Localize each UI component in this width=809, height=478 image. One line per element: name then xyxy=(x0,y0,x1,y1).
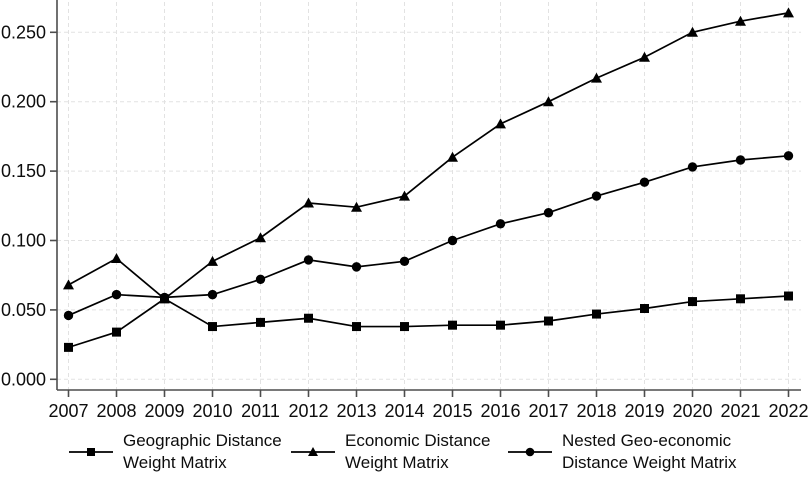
data-point-triangle-marker xyxy=(447,151,458,162)
legend-label-line2: Weight Matrix xyxy=(345,453,449,472)
x-tick-label: 2007 xyxy=(48,401,88,421)
data-point-triangle-marker xyxy=(303,197,314,208)
legend-label-line1: Economic Distance xyxy=(345,431,491,450)
data-point-circle-marker xyxy=(255,274,266,285)
data-point-triangle-marker xyxy=(111,253,122,264)
data-point-circle-marker xyxy=(591,191,602,201)
legend-label-line1: Geographic Distance xyxy=(123,431,282,450)
x-tick-label: 2021 xyxy=(720,401,760,421)
legend-label-line2: Weight Matrix xyxy=(123,453,227,472)
series-line xyxy=(68,154,789,317)
data-point-triangle-marker xyxy=(63,279,74,290)
data-point-circle-marker xyxy=(399,256,410,267)
x-tick-label: 2009 xyxy=(144,401,184,421)
series-economic-distance-weight-matrix xyxy=(63,7,794,304)
series-geographic-distance-weight-matrix xyxy=(64,291,793,352)
x-tick-label: 2020 xyxy=(672,401,712,421)
x-tick-label: 2019 xyxy=(624,401,664,421)
series-line xyxy=(68,12,789,300)
data-point-square-marker xyxy=(352,322,361,332)
line-chart-plot-area: 0.000 0.050 0.100 0.150 0.200 0.250 2007 2008 20… xyxy=(1,0,809,421)
data-point-circle-marker xyxy=(639,177,650,187)
data-point-circle-marker xyxy=(351,262,362,272)
data-point-square-marker xyxy=(736,294,745,304)
x-tick-label: 2012 xyxy=(288,401,328,421)
y-tick-label: 0.050 xyxy=(1,300,46,320)
y-tick-label: 0.250 xyxy=(1,22,46,42)
data-point-triangle-marker xyxy=(735,15,746,26)
legend-swatch-graphic xyxy=(508,447,552,457)
data-point-square-marker xyxy=(688,297,697,307)
x-tick-label: 2016 xyxy=(480,401,520,421)
data-point-triangle-marker xyxy=(591,72,602,83)
legend-label-line1: Nested Geo-economic xyxy=(562,431,732,450)
triangle-marker-icon xyxy=(290,445,336,459)
triangle-marker-shape xyxy=(308,447,318,456)
data-point-square-marker xyxy=(544,316,553,326)
chart-legend: Geographic Distance Weight Matrix Econom… xyxy=(0,430,809,478)
y-tick-label: 0.200 xyxy=(1,92,46,112)
data-point-square-marker xyxy=(304,313,313,323)
data-point-circle-marker xyxy=(111,289,122,300)
legend-label-economic: Economic Distance Weight Matrix xyxy=(345,430,491,474)
legend-item-economic-distance: Economic Distance Weight Matrix xyxy=(290,430,491,474)
data-point-square-marker xyxy=(448,320,457,330)
data-point-square-marker xyxy=(256,317,265,327)
data-point-circle-marker xyxy=(207,289,218,300)
data-point-circle-marker xyxy=(63,310,74,321)
data-point-triangle-marker xyxy=(351,201,362,212)
x-tick-label: 2017 xyxy=(528,401,568,421)
circle-marker-icon xyxy=(507,445,553,459)
x-tick-label: 2011 xyxy=(241,401,280,421)
x-tick-label: 2014 xyxy=(384,401,424,421)
data-point-circle-marker xyxy=(543,208,554,218)
data-point-square-marker xyxy=(112,327,121,337)
x-tick-label: 2010 xyxy=(192,401,232,421)
square-marker-icon xyxy=(68,445,114,459)
legend-swatch-graphic xyxy=(291,447,335,456)
y-tick-label: 0.150 xyxy=(1,161,46,181)
data-point-circle-marker xyxy=(303,255,314,265)
data-point-square-marker xyxy=(208,322,217,332)
x-tick-label: 2018 xyxy=(576,401,616,421)
data-point-triangle-marker xyxy=(783,7,794,18)
data-point-triangle-marker xyxy=(687,26,698,37)
data-point-square-marker xyxy=(64,342,73,352)
data-point-triangle-marker xyxy=(543,96,554,107)
data-point-square-marker xyxy=(592,309,601,319)
y-tick-label: 0.000 xyxy=(1,369,46,389)
data-point-square-marker xyxy=(400,322,409,332)
data-point-triangle-marker xyxy=(495,118,506,129)
data-point-triangle-marker xyxy=(639,51,650,62)
data-point-triangle-marker xyxy=(399,190,410,201)
x-tick-label: 2015 xyxy=(432,401,472,421)
x-tick-label: 2013 xyxy=(336,401,376,421)
data-point-square-marker xyxy=(496,320,505,330)
legend-label-line2: Distance Weight Matrix xyxy=(562,453,737,472)
x-tick-label: 2022 xyxy=(768,401,808,421)
data-point-circle-marker xyxy=(735,155,746,165)
legend-label-nested: Nested Geo-economic Distance Weight Matr… xyxy=(562,430,736,474)
data-point-triangle-marker xyxy=(207,255,218,266)
y-tick-label: 0.100 xyxy=(1,231,46,251)
circle-marker-shape xyxy=(525,447,535,457)
data-point-square-marker xyxy=(784,291,793,301)
square-marker-shape xyxy=(87,448,95,456)
data-point-circle-marker xyxy=(783,151,794,161)
data-point-circle-marker xyxy=(687,162,698,172)
legend-item-nested-geo-economic: Nested Geo-economic Distance Weight Matr… xyxy=(507,430,736,474)
series-line xyxy=(68,295,789,349)
series-nested-geo-economic-distance-weight-matrix xyxy=(63,151,794,321)
data-point-triangle-marker xyxy=(255,232,266,243)
legend-item-geographic-distance: Geographic Distance Weight Matrix xyxy=(68,430,282,474)
data-point-square-marker xyxy=(640,304,649,314)
data-point-circle-marker xyxy=(495,219,506,229)
legend-swatch-graphic xyxy=(69,448,113,456)
legend-label-geographic: Geographic Distance Weight Matrix xyxy=(123,430,282,474)
data-point-circle-marker xyxy=(159,292,170,303)
data-point-circle-marker xyxy=(447,235,458,246)
x-tick-label: 2008 xyxy=(96,401,136,421)
